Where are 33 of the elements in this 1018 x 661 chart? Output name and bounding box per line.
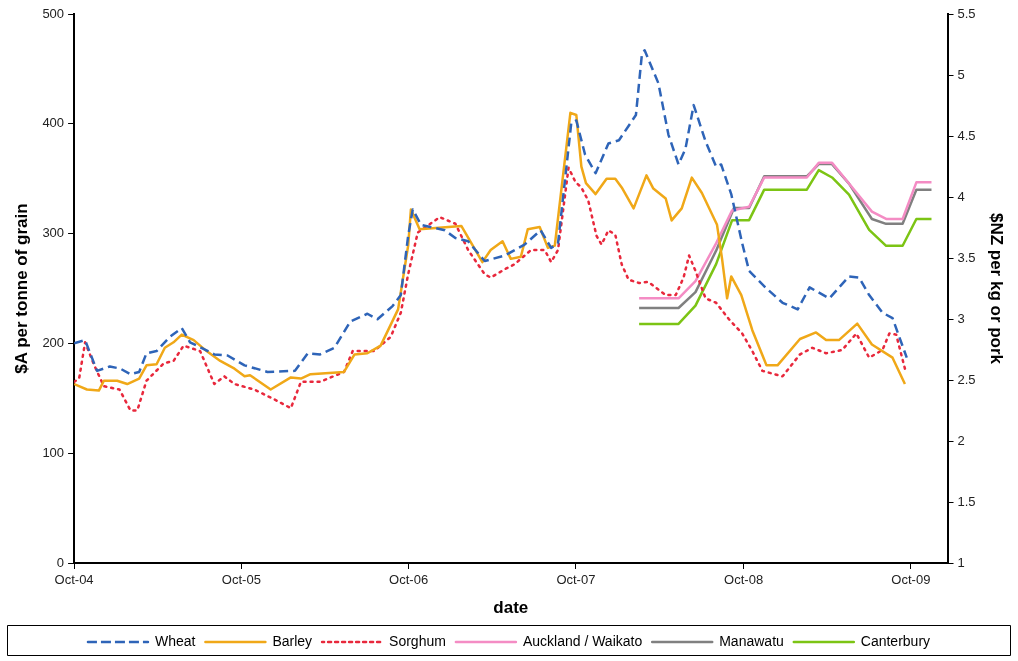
y2-tick-label: 5.5 xyxy=(957,5,976,21)
y-tick-label: 400 xyxy=(42,115,65,131)
y-tick-label: 500 xyxy=(42,5,65,21)
x-tick-label: Oct-04 xyxy=(54,572,94,588)
x-tick-label: Oct-09 xyxy=(891,572,931,588)
y-tick-label: 100 xyxy=(42,444,65,460)
line-series xyxy=(74,166,907,412)
y2-tick-label: 1 xyxy=(957,554,965,570)
y2-tick-label: 2 xyxy=(957,432,965,448)
legend-label: Barley xyxy=(272,632,313,649)
y-axis-title: $A per tonne of grain xyxy=(11,203,31,374)
y2-tick-label: 5 xyxy=(957,66,965,82)
y2-axis-title: $NZ per kg or pork xyxy=(987,212,1007,365)
x-tick-label: Oct-06 xyxy=(389,572,429,588)
legend-label: Sorghum xyxy=(389,632,446,649)
x-axis-title: date xyxy=(493,598,529,618)
y2-tick-label: 4 xyxy=(957,188,965,204)
y-tick-label: 300 xyxy=(42,225,65,241)
y2-tick-label: 3 xyxy=(957,310,965,326)
y-tick-label: 0 xyxy=(56,554,65,570)
y2-tick-label: 3.5 xyxy=(957,249,976,265)
x-tick-label: Oct-08 xyxy=(724,572,764,588)
y2-tick-label: 1.5 xyxy=(957,493,976,509)
y2-tick-label: 2.5 xyxy=(957,371,976,387)
legend-label: Manawatu xyxy=(719,632,784,649)
legend-label: Wheat xyxy=(154,632,196,649)
line-series xyxy=(74,48,908,376)
y-tick-label: 200 xyxy=(42,334,65,350)
legend-label: Canterbury xyxy=(860,632,931,649)
x-tick-label: Oct-05 xyxy=(221,572,261,588)
y2-tick-label: 4.5 xyxy=(957,127,976,143)
x-tick-label: Oct-07 xyxy=(556,572,596,588)
legend-label: Auckland / Waikato xyxy=(522,632,643,649)
